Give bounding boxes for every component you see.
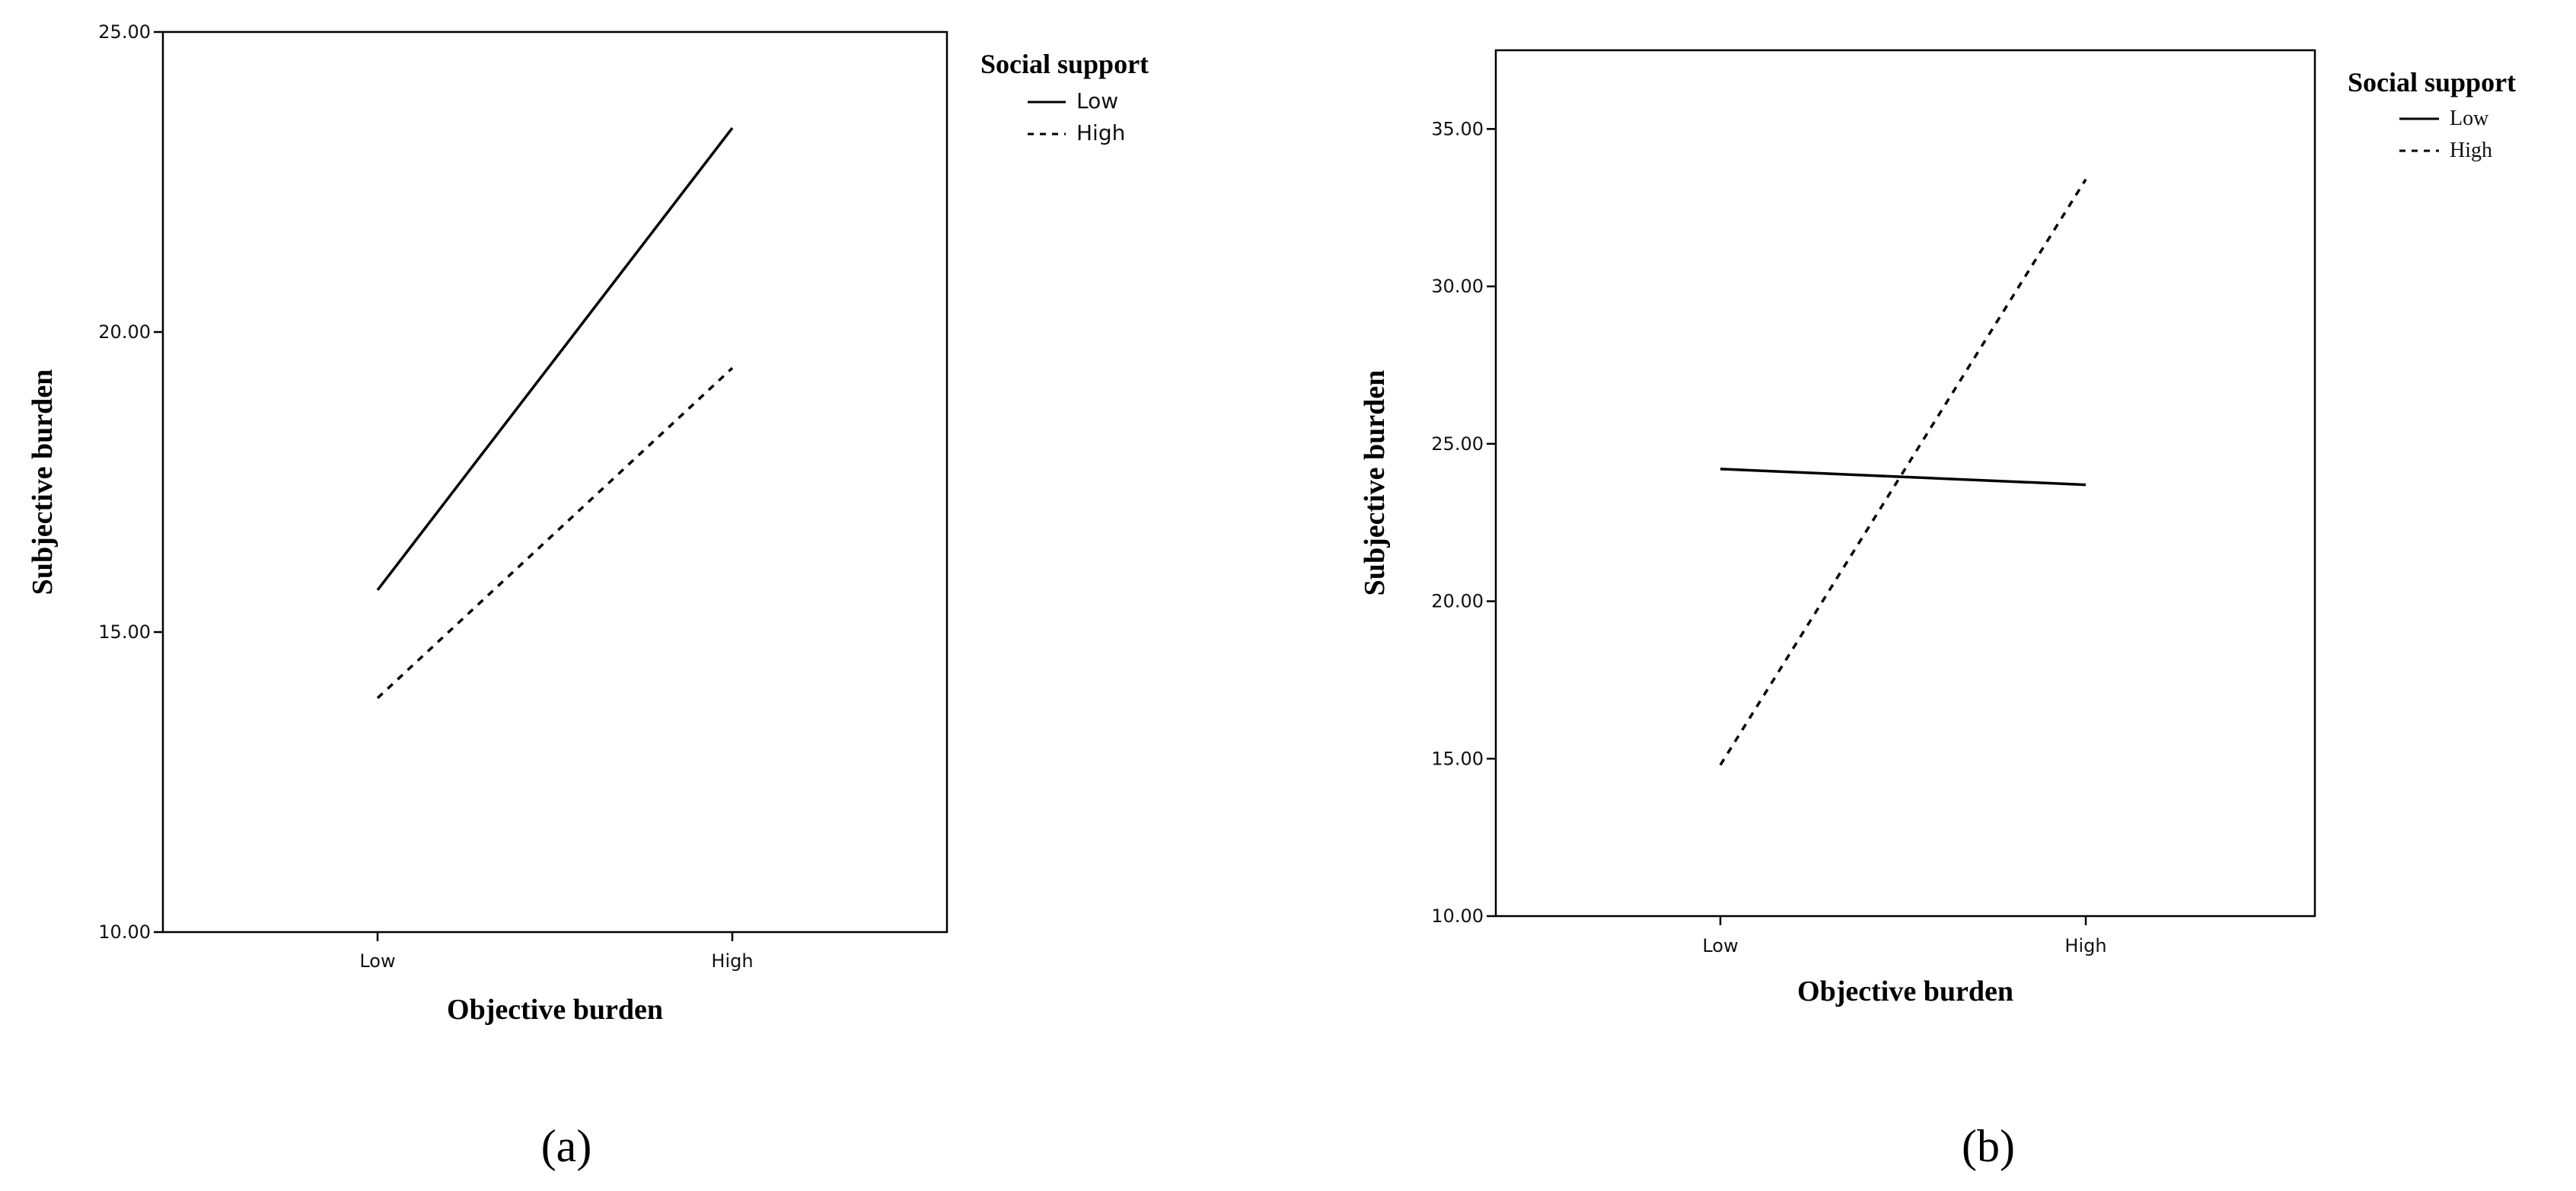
y-tick-label: 10.00: [98, 921, 151, 943]
legend-label-high: High: [1076, 120, 1125, 145]
y-axis-title: Subjective burden: [27, 369, 59, 596]
chart-panel-a: 10.00 15.00 20.00 25.00 Low High Objective bur…: [27, 21, 1149, 1171]
y-axis-title: Subjective burden: [1359, 370, 1391, 596]
series-line-low: [376, 127, 734, 591]
panel-label: (b): [1962, 1121, 2015, 1171]
legend-title: Social support: [980, 49, 1149, 79]
x-tick-label: Low: [359, 950, 395, 972]
y-tick-label: 25.00: [1431, 433, 1484, 455]
chart-panel-b: 10.00 15.00 20.00 25.00 30.00 35.00 Low High Obj…: [1359, 49, 2516, 1171]
legend: Social support Low High: [980, 49, 1149, 145]
y-tick-label: 25.00: [98, 21, 151, 43]
legend-label-low: Low: [2450, 107, 2489, 130]
y-tick-label: 35.00: [1431, 118, 1484, 139]
legend-title: Social support: [2348, 67, 2516, 97]
x-tick-label: High: [2064, 935, 2106, 956]
series-line-high: [1719, 178, 2087, 766]
y-tick-label: 15.00: [98, 621, 151, 643]
y-tick-label: 30.00: [1431, 276, 1484, 297]
x-axis-title: Objective burden: [1797, 975, 2013, 1007]
series-line-low: [1720, 468, 2087, 487]
x-axis-title: Objective burden: [447, 994, 663, 1026]
legend-label-high: High: [2450, 139, 2492, 162]
y-tick-label: 15.00: [1431, 748, 1484, 769]
legend-label-low: Low: [1076, 88, 1118, 113]
plot-frame: [161, 30, 948, 934]
x-tick-label: High: [711, 950, 753, 972]
y-tick-label: 20.00: [1431, 591, 1484, 612]
x-tick-label: Low: [1702, 935, 1738, 956]
panel-label: (a): [541, 1121, 592, 1171]
legend: Social support Low High: [2348, 67, 2516, 162]
y-tick-label: 20.00: [98, 321, 151, 343]
series-line-high: [376, 366, 734, 699]
y-tick-label: 10.00: [1431, 905, 1484, 927]
plot-frame: [1494, 49, 2316, 918]
